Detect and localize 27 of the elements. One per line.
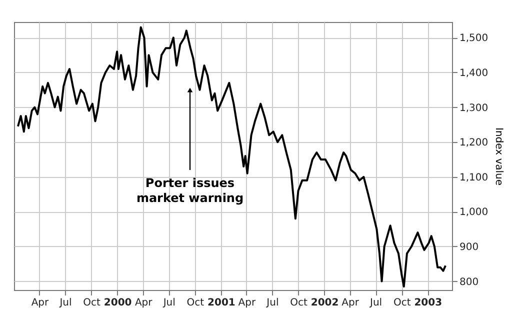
line-series: [16, 26, 446, 288]
y-tick-label: 1,400: [460, 68, 488, 79]
x-tick-label: Jul: [266, 298, 279, 308]
x-tick-label: 2003: [414, 298, 442, 308]
y-tick-label: 1,000: [460, 207, 488, 218]
y-tick-label: 1,500: [460, 33, 488, 44]
x-tick-label: Apr: [238, 298, 256, 308]
x-tick-label: Oct: [83, 298, 101, 308]
x-tick-label: Oct: [290, 298, 308, 308]
annotation: Porter issues market warning: [136, 176, 244, 205]
x-tick-label: Apr: [134, 298, 154, 308]
x-tick-label: 2000: [104, 298, 132, 308]
y-axis-title: Index value: [493, 127, 504, 186]
x-tick-label: 2002: [310, 298, 339, 308]
x-tick-label: Apr: [342, 298, 360, 308]
x-tick-label: Jul: [162, 298, 176, 308]
y-tick-label: 1,100: [460, 172, 488, 184]
y-tick-label: 800: [460, 276, 479, 288]
x-tick-label: Oct: [393, 298, 411, 308]
x-tick-label: Apr: [31, 298, 50, 308]
x-tick-label: Jul: [58, 298, 72, 308]
x-tick-label: 2001: [208, 298, 236, 308]
x-tick-label: Oct: [186, 298, 204, 308]
x-tick-label: Jul: [369, 298, 382, 308]
y-tick-label: 900: [460, 242, 479, 253]
y-tick-label: 1,200: [460, 138, 488, 149]
y-tick-label: 1,300: [460, 102, 488, 114]
